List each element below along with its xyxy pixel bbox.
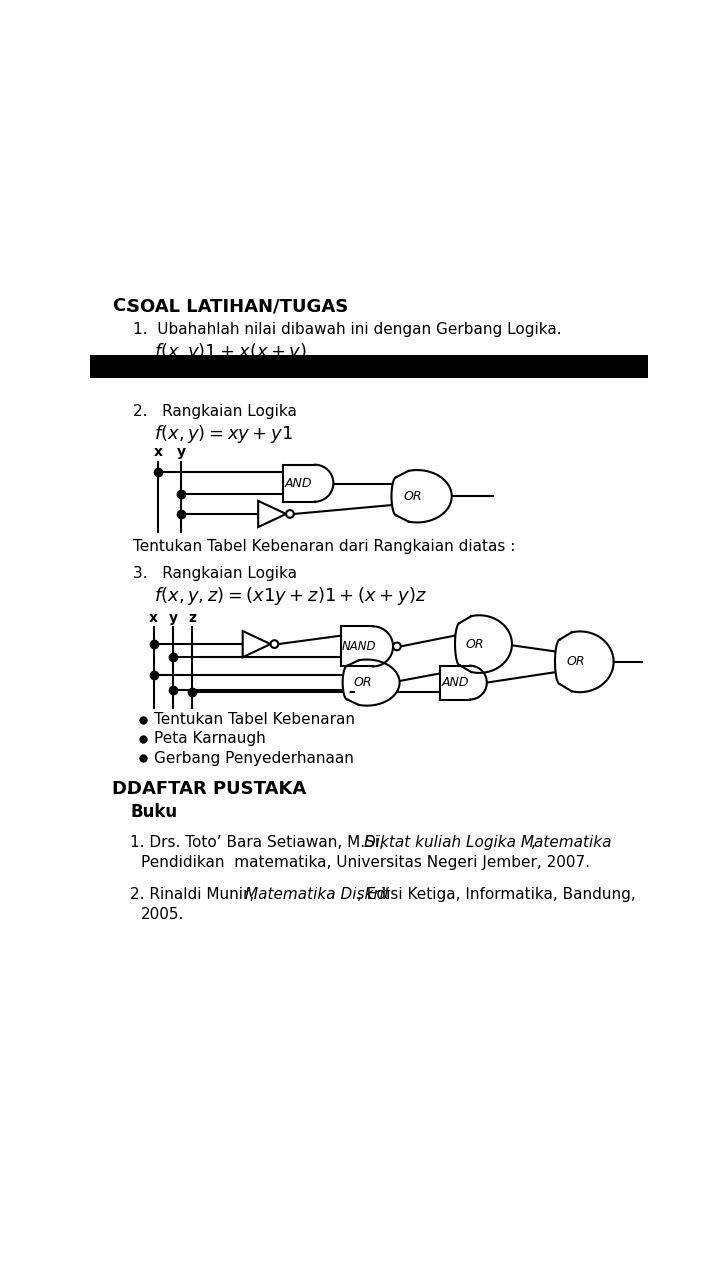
- Circle shape: [286, 511, 294, 518]
- Text: OR: OR: [567, 655, 585, 668]
- Polygon shape: [343, 659, 400, 705]
- Circle shape: [271, 640, 279, 648]
- Text: z: z: [189, 611, 197, 625]
- Text: 3.   Rangkaian Logika: 3. Rangkaian Logika: [132, 566, 297, 581]
- Text: y: y: [177, 445, 186, 460]
- Text: SOAL LATIHAN/TUGAS: SOAL LATIHAN/TUGAS: [127, 297, 348, 315]
- Polygon shape: [441, 666, 487, 700]
- Polygon shape: [258, 500, 286, 527]
- Text: $f(x,y)1+x(x+y)$: $f(x,y)1+x(x+y)$: [153, 342, 307, 364]
- Text: $f(x,y) = xy + y1$: $f(x,y) = xy + y1$: [153, 422, 292, 445]
- Text: 2.   Rangkaian Logika: 2. Rangkaian Logika: [132, 404, 297, 419]
- Text: Diktat kuliah Logika Matematika: Diktat kuliah Logika Matematika: [364, 836, 612, 850]
- Text: Tentukan Tabel Kebenaran dari Rangkaian diatas :: Tentukan Tabel Kebenaran dari Rangkaian …: [132, 539, 515, 554]
- Text: x: x: [153, 445, 163, 460]
- Text: x: x: [149, 611, 158, 625]
- Text: , Edisi Ketiga, Informatika, Bandung,: , Edisi Ketiga, Informatika, Bandung,: [356, 887, 635, 902]
- Text: Peta Karnaugh: Peta Karnaugh: [154, 731, 266, 746]
- Polygon shape: [283, 465, 333, 502]
- Text: DAFTAR PUSTAKA: DAFTAR PUSTAKA: [127, 780, 307, 797]
- Text: AND: AND: [285, 476, 312, 490]
- Text: Tentukan Tabel Kebenaran: Tentukan Tabel Kebenaran: [154, 712, 356, 727]
- FancyBboxPatch shape: [90, 356, 648, 379]
- Text: $f(x,y,z) =(x1y+z)1+(x+y)z$: $f(x,y,z) =(x1y+z)1+(x+y)z$: [153, 585, 426, 607]
- Polygon shape: [392, 470, 451, 522]
- Polygon shape: [341, 626, 393, 667]
- Text: 2. Rinaldi Munir,: 2. Rinaldi Munir,: [130, 887, 259, 902]
- Text: C.: C.: [112, 297, 132, 315]
- Text: 1. Drs. Toto’ Bara Setiawan, M.Si,: 1. Drs. Toto’ Bara Setiawan, M.Si,: [130, 836, 390, 850]
- Polygon shape: [243, 631, 271, 657]
- Text: 2005.: 2005.: [141, 906, 184, 922]
- Text: OR: OR: [354, 676, 372, 689]
- Text: Buku: Buku: [130, 803, 177, 820]
- Text: NAND: NAND: [341, 640, 376, 653]
- Text: OR: OR: [466, 637, 485, 650]
- FancyBboxPatch shape: [90, 154, 648, 1139]
- Text: D.: D.: [112, 780, 134, 797]
- Text: Gerbang Penyederhanaan: Gerbang Penyederhanaan: [154, 750, 354, 765]
- Text: Matematika Diskrit: Matematika Diskrit: [245, 887, 390, 902]
- Text: 1.  Ubahahlah nilai dibawah ini dengan Gerbang Logika.: 1. Ubahahlah nilai dibawah ini dengan Ge…: [132, 321, 562, 337]
- Text: ,: ,: [531, 836, 536, 850]
- Polygon shape: [555, 631, 613, 692]
- Polygon shape: [455, 616, 512, 673]
- Text: Pendidikan  matematika, Universitas Negeri Jember, 2007.: Pendidikan matematika, Universitas Neger…: [141, 855, 590, 869]
- Text: y: y: [168, 611, 177, 625]
- Circle shape: [393, 643, 401, 650]
- Text: AND: AND: [441, 676, 469, 689]
- Text: OR: OR: [403, 490, 422, 503]
